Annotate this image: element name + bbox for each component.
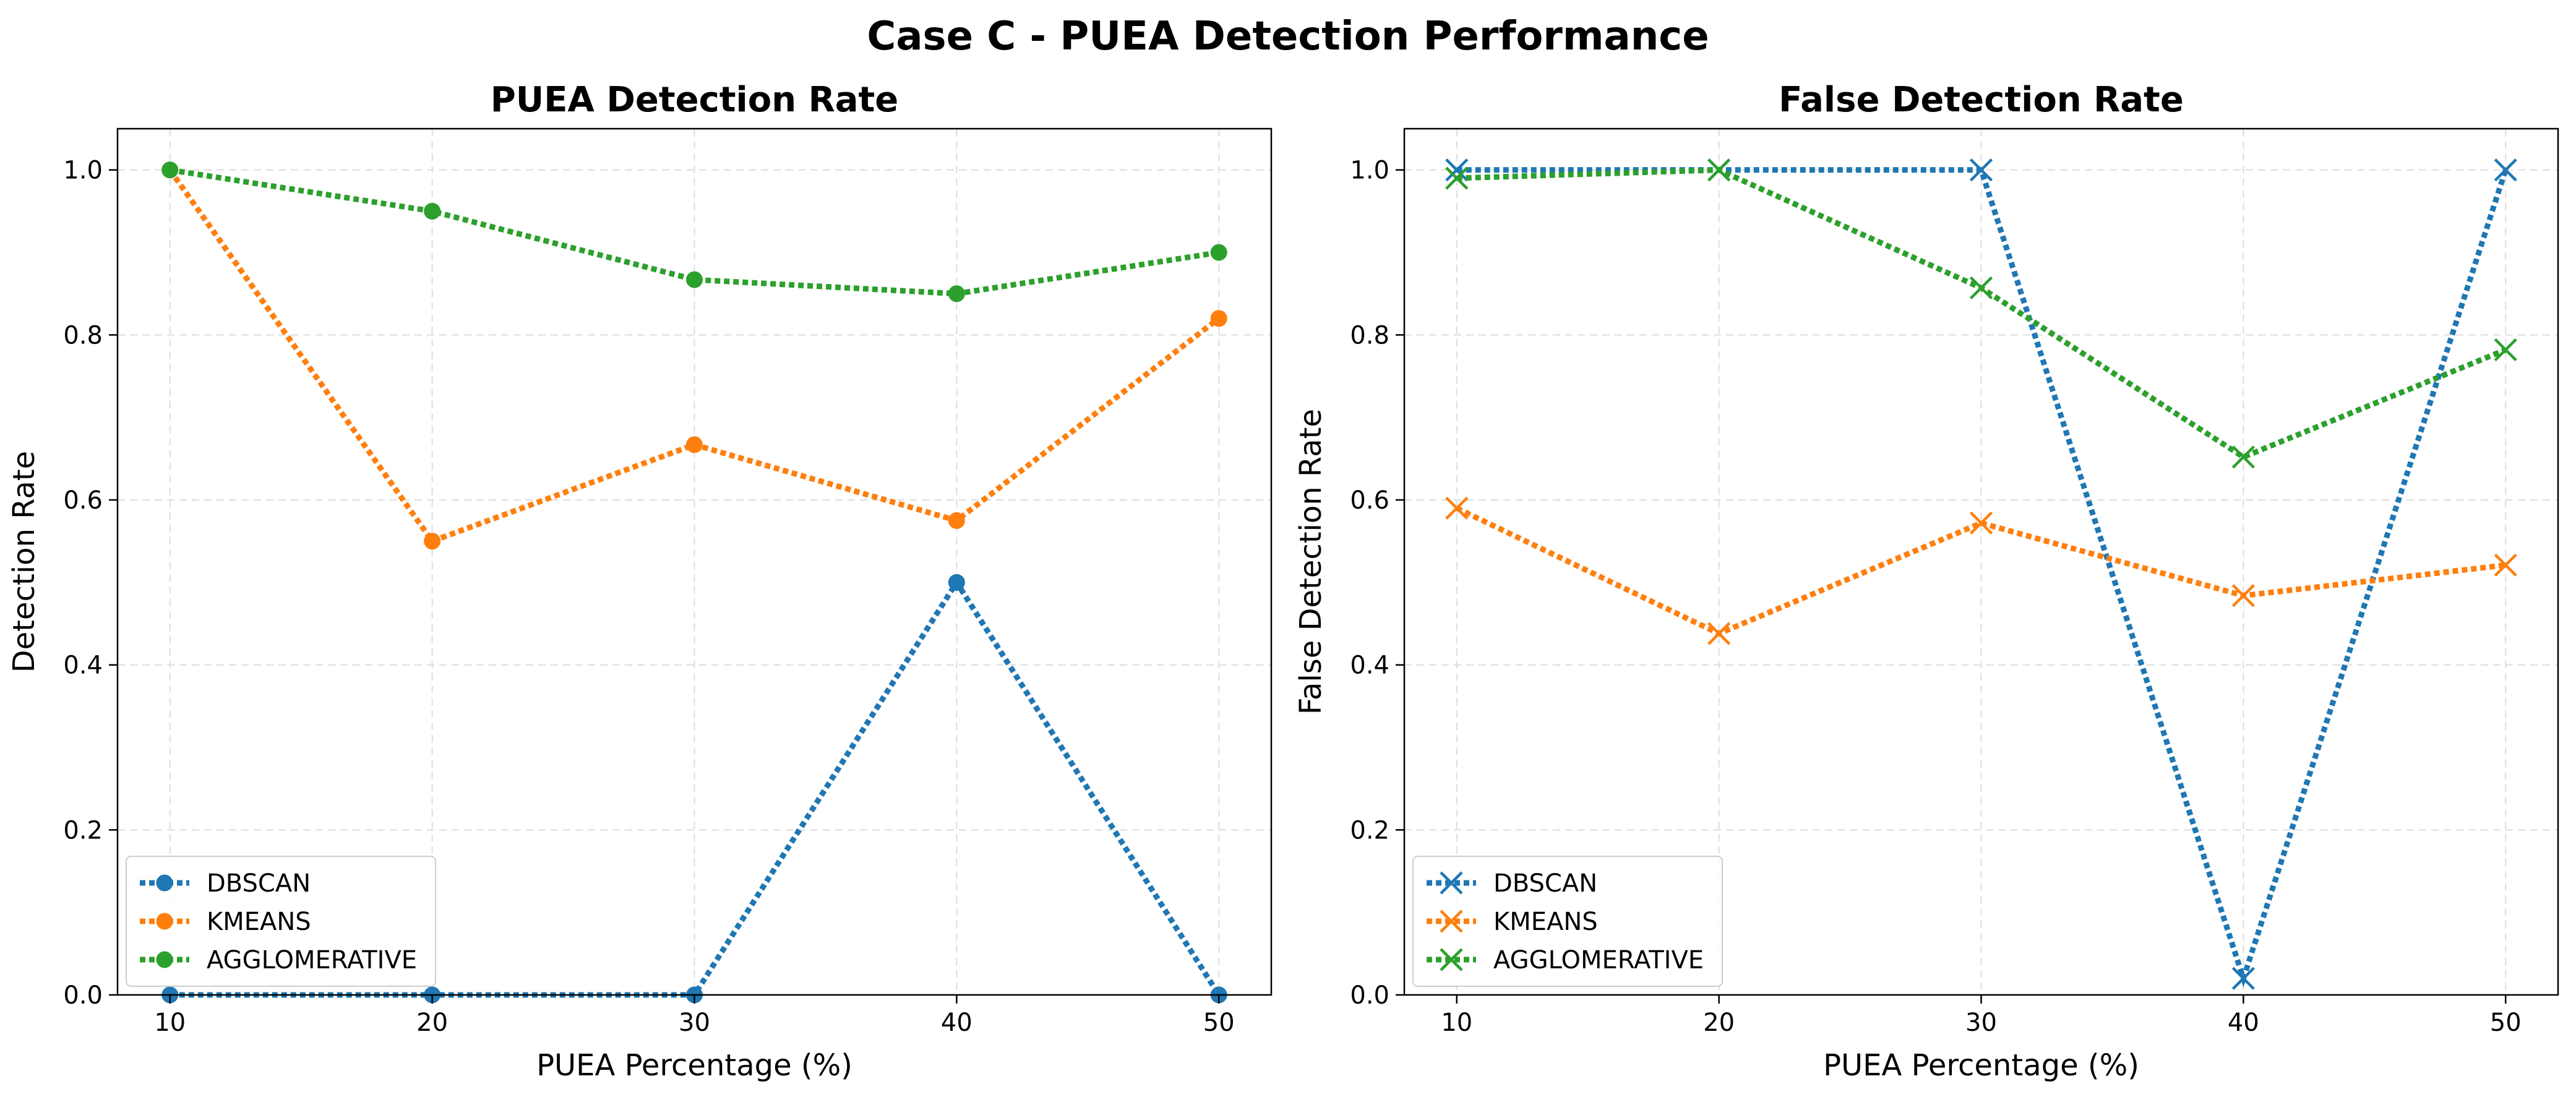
x-tick-label: 20 [416, 1009, 448, 1037]
data-point-agglomerative-40 [2231, 445, 2255, 469]
x-tick-label: 50 [1203, 1009, 1235, 1037]
y-tick-label: 1.0 [1350, 157, 1389, 185]
y-tick-label: 0.2 [1350, 816, 1389, 845]
detection-rate-x-axis-label: PUEA Percentage (%) [536, 1048, 852, 1083]
data-point-kmeans-50 [1210, 310, 1227, 327]
x-tick-label: 30 [679, 1009, 710, 1037]
legend-label: DBSCAN [207, 869, 311, 898]
data-point-agglomerative-10 [161, 161, 179, 179]
series-kmeans [1445, 496, 2517, 645]
data-point-dbscan-40 [2231, 966, 2255, 990]
false-detection-rate-y-axis-label: False Detection Rate [1294, 409, 1328, 715]
legend-entry-dbscan: DBSCAN [1427, 869, 1597, 898]
series-agglomerative [161, 161, 1227, 303]
data-point-dbscan-50 [2494, 158, 2517, 182]
detection-rate-legend: DBSCAN KMEANS AGGLOMERATIVE [126, 856, 436, 987]
legend-entry-agglomerative: AGGLOMERATIVE [1427, 946, 1704, 974]
data-point-agglomerative-20 [1707, 158, 1731, 182]
data-point-kmeans-30 [686, 436, 703, 454]
legend-marker [156, 951, 173, 968]
false-detection-rate-x-ticks: 10 20 30 40 50 [1441, 995, 2522, 1037]
legend-marker [156, 913, 173, 930]
data-point-dbscan-40 [948, 574, 965, 591]
x-tick-label: 30 [1965, 1009, 1997, 1037]
x-tick-label: 40 [941, 1009, 972, 1037]
false-detection-rate-y-ticks: 0.0 0.2 0.4 0.6 0.8 1.0 [1350, 157, 1404, 1010]
false-detection-rate-title: False Detection Rate [1779, 80, 2184, 120]
data-point-kmeans-30 [1969, 511, 1993, 535]
y-tick-label: 0.0 [63, 981, 103, 1010]
y-tick-label: 0.0 [1350, 981, 1389, 1010]
legend-label: AGGLOMERATIVE [207, 946, 417, 974]
y-tick-label: 0.8 [1350, 321, 1389, 350]
data-point-kmeans-40 [948, 512, 965, 529]
legend-marker [1440, 871, 1463, 895]
y-tick-label: 1.0 [63, 157, 103, 185]
legend-entry-dbscan: DBSCAN [140, 869, 311, 898]
legend-label: DBSCAN [1493, 869, 1597, 898]
detection-rate-y-axis-label: Detection Rate [7, 451, 41, 673]
data-point-agglomerative-10 [1445, 166, 1469, 190]
data-point-agglomerative-30 [1969, 276, 1993, 299]
data-point-dbscan-30 [1969, 158, 1993, 182]
false-detection-rate-panel: 10 20 30 40 50 0.0 0.2 0.4 0.6 0.8 1.0 False Detect… [1294, 80, 2559, 1083]
legend-label: KMEANS [1493, 908, 1598, 936]
legend-box [126, 856, 436, 987]
detection-rate-panel: 10 20 30 40 50 0.0 0.2 0.4 0.6 0.8 1.0 PUEA Detecti… [7, 80, 1273, 1083]
series-line-agglomerative [170, 167, 1219, 297]
false-detection-rate-legend: DBSCAN KMEANS AGGLOMERATIVE [1412, 856, 1723, 987]
detection-rate-title: PUEA Detection Rate [491, 80, 898, 120]
y-tick-label: 0.2 [63, 816, 103, 845]
data-point-agglomerative-50 [2494, 338, 2517, 361]
data-point-kmeans-40 [2231, 584, 2255, 608]
legend-marker [1440, 910, 1463, 933]
detection-rate-x-ticks: 10 20 30 40 50 [154, 995, 1235, 1037]
legend-label: AGGLOMERATIVE [1493, 946, 1704, 974]
x-tick-label: 40 [2228, 1009, 2259, 1037]
false-detection-rate-x-axis-label: PUEA Percentage (%) [1823, 1048, 2139, 1083]
x-tick-label: 50 [2490, 1009, 2522, 1037]
data-point-kmeans-20 [1707, 622, 1731, 645]
data-point-dbscan-10 [1445, 158, 1469, 182]
legend-entry-kmeans: KMEANS [140, 908, 311, 936]
legend-entry-agglomerative: AGGLOMERATIVE [140, 946, 417, 974]
data-point-agglomerative-50 [1210, 244, 1227, 261]
legend-label: KMEANS [207, 908, 311, 936]
legend-entry-kmeans: KMEANS [1427, 908, 1598, 936]
x-tick-label: 10 [1441, 1009, 1472, 1037]
y-tick-label: 0.6 [63, 486, 103, 515]
y-tick-label: 0.4 [1350, 652, 1389, 680]
series-agglomerative [1445, 158, 2517, 469]
data-point-agglomerative-20 [424, 202, 441, 220]
legend-marker [156, 874, 173, 892]
legend-box [1412, 856, 1723, 987]
data-point-agglomerative-30 [686, 271, 703, 288]
data-point-kmeans-20 [424, 533, 441, 550]
y-tick-label: 0.6 [1350, 486, 1389, 515]
data-point-kmeans-50 [2494, 553, 2517, 577]
y-tick-label: 0.4 [63, 652, 103, 680]
legend-marker [1440, 948, 1463, 971]
y-tick-label: 0.8 [63, 321, 103, 350]
data-point-agglomerative-40 [948, 285, 965, 303]
data-point-kmeans-10 [1445, 496, 1469, 520]
figure-title: Case C - PUEA Detection Performance [867, 14, 1709, 59]
x-tick-label: 10 [154, 1009, 186, 1037]
detection-rate-y-ticks: 0.0 0.2 0.4 0.6 0.8 1.0 [63, 157, 118, 1010]
x-tick-label: 20 [1703, 1009, 1735, 1037]
